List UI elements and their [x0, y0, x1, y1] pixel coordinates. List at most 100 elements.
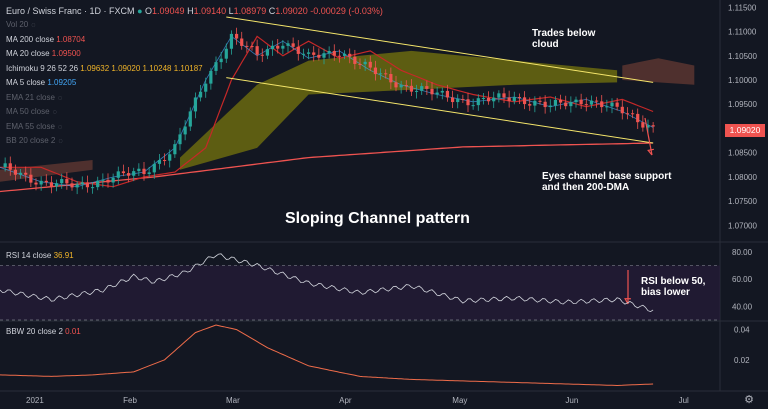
ichimoku-cloud-bullish	[180, 50, 618, 170]
rsi-value: 36.91	[53, 251, 74, 260]
candle-body	[34, 182, 38, 185]
candle-body	[461, 99, 465, 101]
legend-row[interactable]: EMA 55 close ◌	[6, 122, 62, 131]
hidden-eye-icon: ◌	[31, 22, 36, 29]
candle-body	[373, 67, 378, 75]
candle-body	[152, 163, 156, 173]
candle-body	[116, 171, 120, 178]
candle-body	[522, 97, 527, 105]
annotation-eyes-channel: Eyes channel base support and then 200-D…	[542, 171, 672, 193]
candle-body	[322, 53, 326, 58]
annotation-arrow-head	[647, 148, 654, 156]
candle-body	[3, 163, 7, 168]
annotation-pattern: Sloping Channel pattern	[285, 210, 470, 227]
ichimoku-cloud-bearish	[0, 160, 93, 182]
candle-body	[435, 92, 439, 95]
legend-row[interactable]: BB 20 close 2 ◌	[6, 136, 63, 145]
candle-body	[569, 102, 573, 107]
candle-body	[312, 52, 316, 55]
legend-row[interactable]: MA 50 close ◌	[6, 107, 57, 116]
candle-body	[60, 179, 64, 184]
candle-body	[630, 113, 635, 115]
price-axis-tick: 1.07000	[728, 221, 757, 230]
candle-body	[620, 106, 624, 114]
hidden-eye-icon: ◌	[58, 138, 63, 145]
rsi-line	[0, 253, 654, 313]
candle-body	[142, 168, 146, 175]
rsi-legend[interactable]: RSI 14 close 36.91	[6, 251, 74, 260]
candle-body	[121, 171, 126, 174]
candle-body	[584, 104, 588, 106]
candle-body	[137, 168, 141, 172]
candle-body	[106, 179, 110, 183]
candle-body	[409, 85, 414, 92]
legend-value: 1.09205	[45, 78, 77, 87]
candle-body	[579, 99, 583, 105]
low-value: 1.08979	[233, 6, 267, 16]
candle-body	[219, 58, 223, 63]
candle-body	[492, 97, 496, 102]
exchange: FXCM	[109, 6, 135, 16]
legend-label: BB 20 close 2	[6, 136, 56, 145]
candle-body	[327, 50, 331, 54]
interval[interactable]: 1D	[89, 6, 102, 16]
open-value: 1.09049	[152, 6, 185, 16]
candle-body	[615, 102, 619, 107]
rsi-axis-tick: 60.00	[732, 275, 753, 284]
candle-body	[270, 45, 275, 50]
symbol-name[interactable]: Euro / Swiss Franc	[6, 6, 82, 16]
candle-body	[543, 101, 547, 108]
candle-body	[75, 184, 79, 188]
legend-label: MA 5 close	[6, 78, 46, 87]
candle-body	[641, 122, 645, 128]
bbw-value: 0.01	[65, 327, 81, 336]
bbw-legend[interactable]: BBW 20 close 2 0.01	[6, 327, 81, 336]
candle-body	[29, 174, 33, 183]
candle-body	[44, 180, 48, 183]
legend-row[interactable]: Ichimoku 9 26 52 26 1.09632 1.09020 1.10…	[6, 64, 203, 73]
legend-row[interactable]: MA 20 close 1.09500	[6, 49, 81, 58]
candle-body	[594, 100, 599, 102]
legend-label: MA 50 close	[6, 107, 50, 116]
time-axis-tick: Jun	[565, 396, 578, 405]
candle-body	[240, 38, 244, 46]
candle-body	[481, 97, 486, 99]
legend-value: 1.09632 1.09020 1.10248 1.10187	[78, 63, 203, 73]
time-axis-tick: Apr	[339, 396, 352, 405]
candle-body	[466, 99, 470, 106]
candle-body	[70, 183, 74, 188]
legend-row[interactable]: Vol 20 ◌	[6, 20, 35, 29]
candle-body	[353, 56, 357, 64]
hidden-eye-icon: ◌	[57, 123, 63, 131]
candle-body	[507, 97, 511, 102]
candle-body	[265, 49, 270, 56]
candle-body	[260, 54, 264, 56]
time-axis-tick: Jul	[679, 396, 689, 405]
candle-body	[517, 97, 522, 99]
candle-body	[276, 45, 280, 49]
candle-body	[605, 106, 609, 108]
candle-body	[286, 43, 290, 46]
channel-upper-line	[226, 16, 654, 83]
candle-body	[317, 54, 321, 58]
candle-body	[384, 73, 388, 75]
candle-body	[198, 91, 203, 98]
candle-body	[96, 180, 100, 188]
legend-label: EMA 55 close	[6, 121, 55, 131]
candle-body	[348, 53, 352, 57]
price-axis-tick: 1.08000	[728, 173, 757, 182]
ma20-line	[0, 35, 654, 188]
candle-body	[147, 172, 151, 175]
candle-body	[414, 90, 419, 92]
price-axis-tick: 1.09500	[728, 100, 757, 109]
candle-body	[497, 93, 501, 98]
candle-body	[306, 52, 311, 54]
candle-body	[358, 63, 362, 65]
settings-gear-icon[interactable]: ⚙	[744, 394, 754, 406]
candle-body	[394, 82, 398, 88]
candle-body	[636, 113, 640, 123]
legend-row[interactable]: MA 5 close 1.09205	[6, 78, 76, 87]
legend-row[interactable]: EMA 21 close ◌	[6, 93, 62, 102]
legend-row[interactable]: MA 200 close 1.08704	[6, 35, 85, 44]
rsi-axis-tick: 40.00	[732, 302, 753, 311]
